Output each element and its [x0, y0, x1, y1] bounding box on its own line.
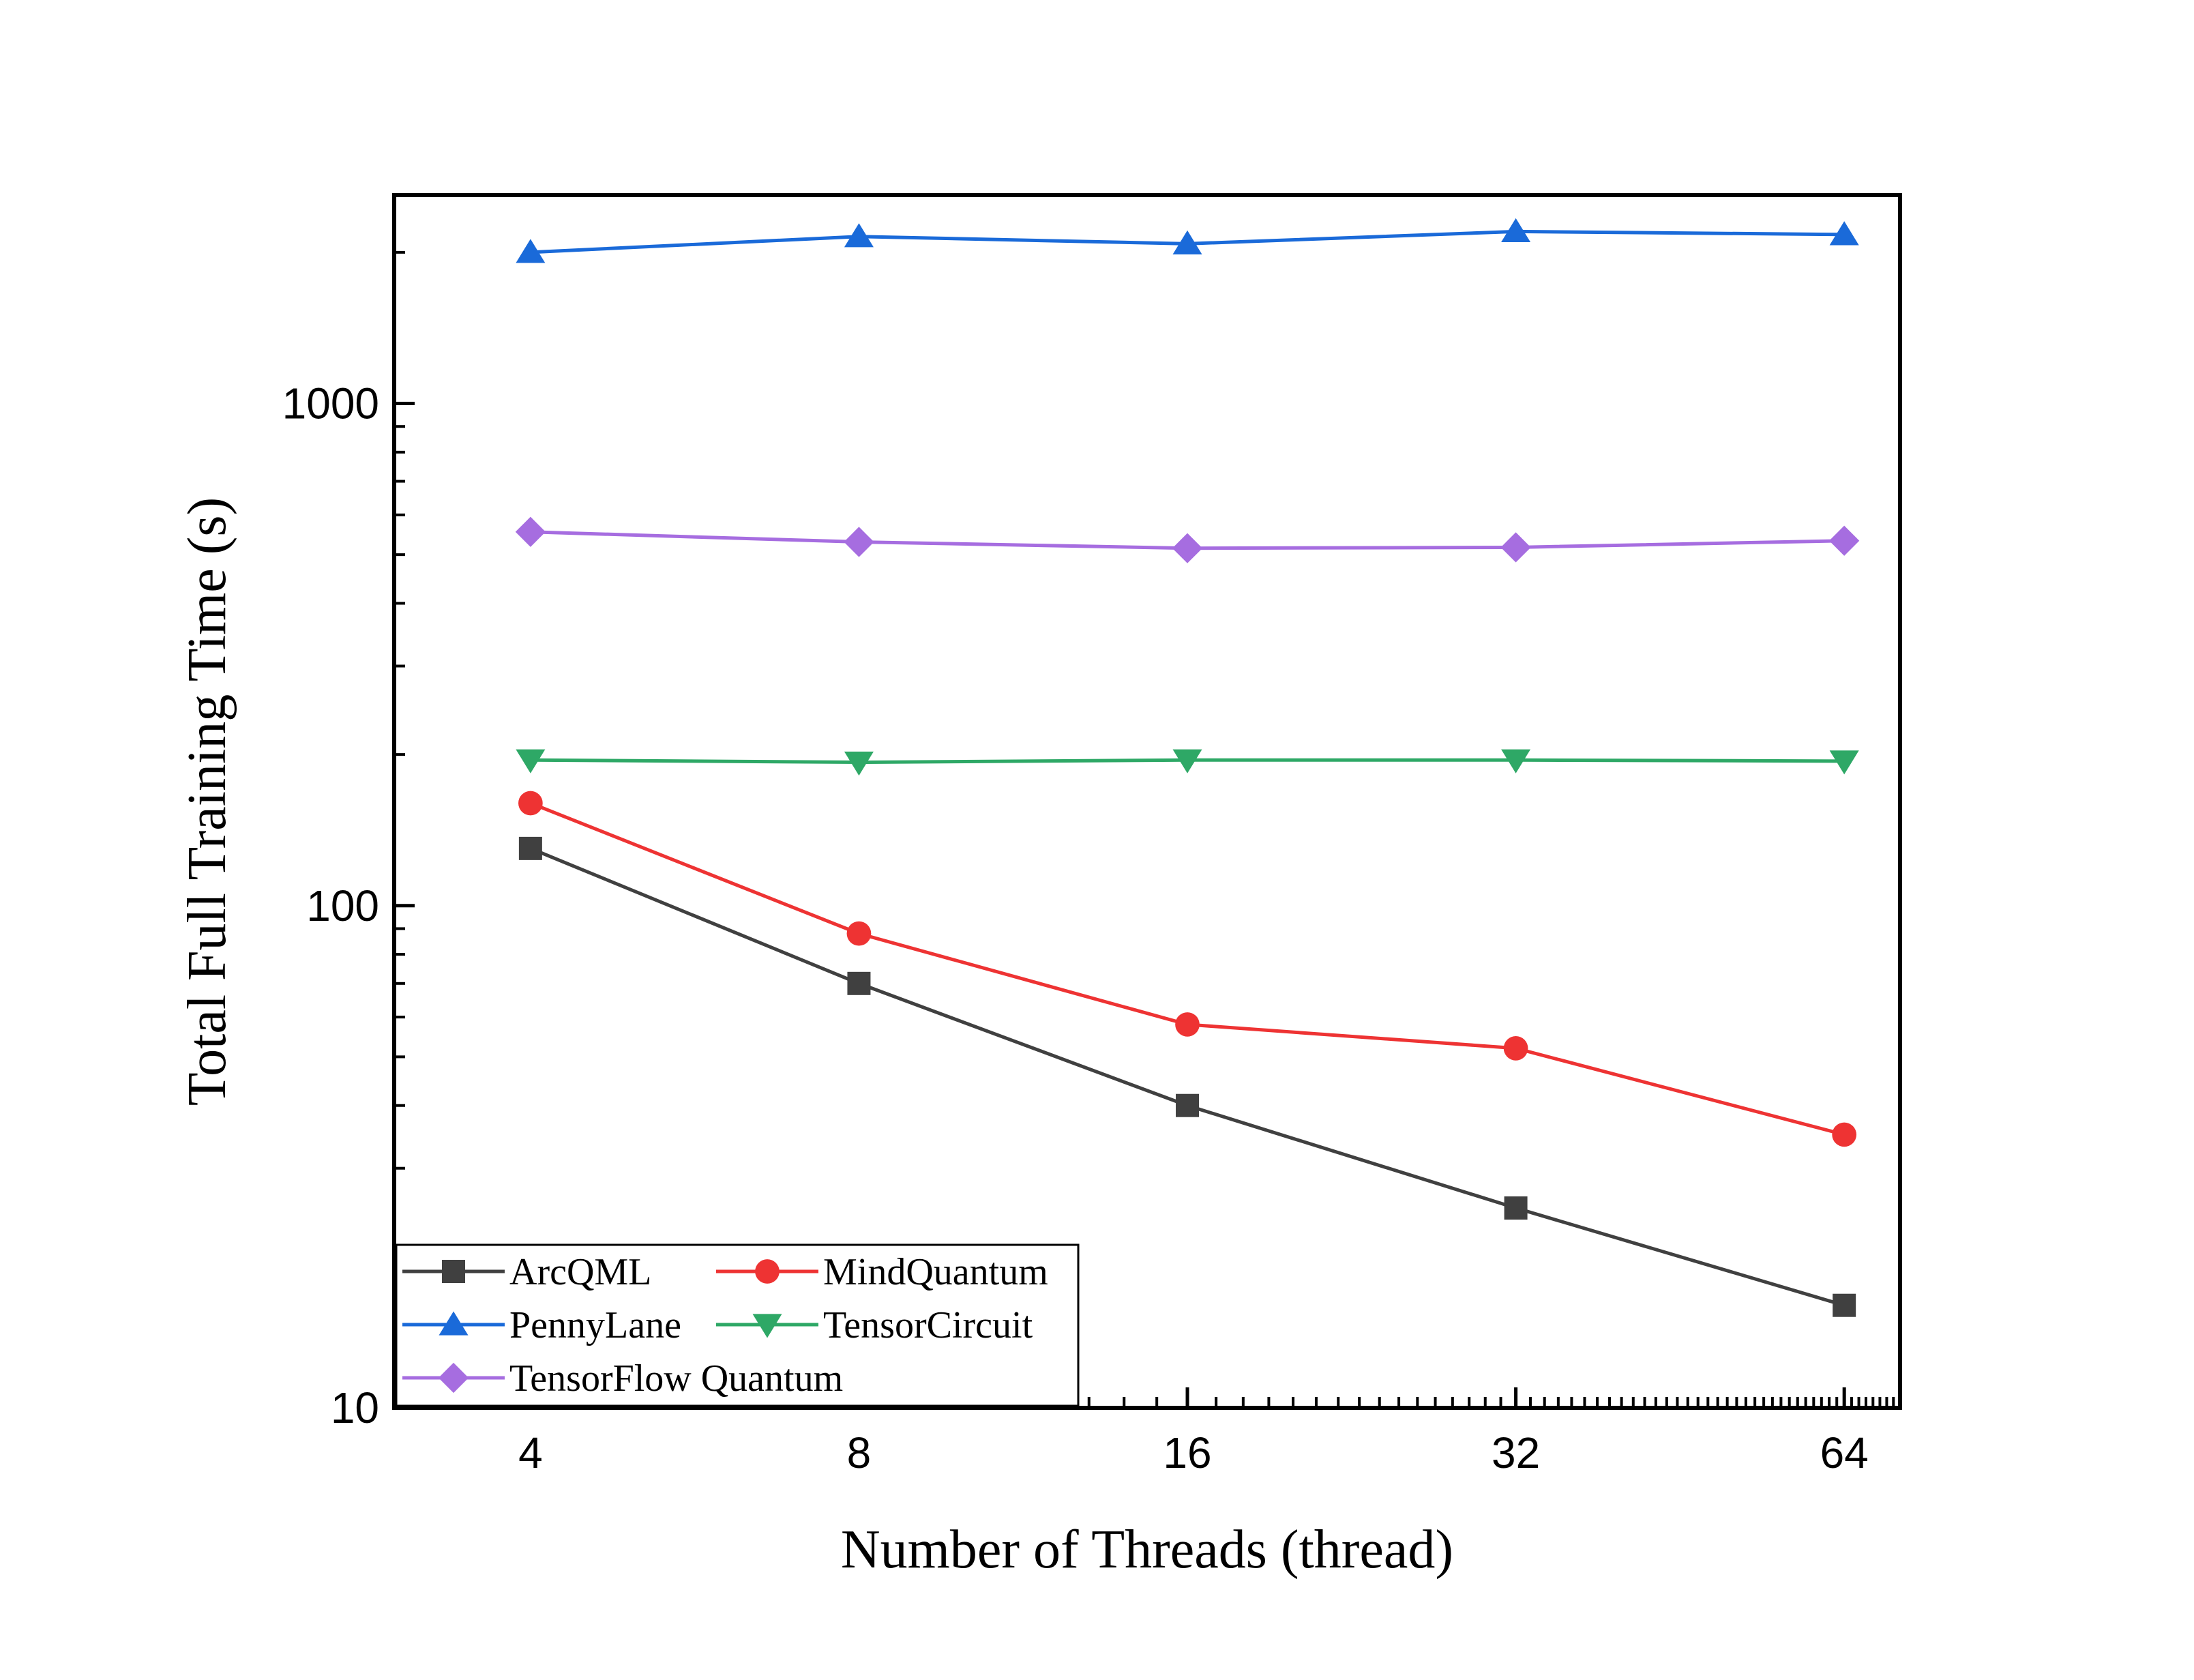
legend-label-arcqml: ArcQML [509, 1251, 651, 1293]
x-tick-label: 16 [1163, 1428, 1211, 1477]
pennylane-point [1829, 221, 1859, 246]
tensorcircuit-point [844, 751, 874, 776]
mindquantum-point [846, 921, 872, 946]
x-tick-label: 8 [847, 1428, 872, 1477]
tensorcircuit-point [1172, 749, 1202, 773]
legend-marker-arcqml [442, 1260, 465, 1283]
tensorcircuit-point [1501, 749, 1531, 773]
x-axis-title: Number of Threads (thread) [841, 1520, 1453, 1580]
mindquantum-point [518, 791, 543, 816]
y-major-ticks: 10 100 1000 [282, 379, 415, 1432]
arcqml-point [847, 971, 871, 995]
legend-marker-tensorflow-quantum [438, 1362, 469, 1394]
mindquantum-point [1503, 1035, 1528, 1061]
y-tick-label: 100 [306, 881, 379, 930]
legend-marker-pennylane [439, 1311, 469, 1336]
y-axis-title: Total Full Training Time (s) [177, 497, 237, 1106]
pennylane-point [516, 239, 546, 263]
arcqml-point [518, 836, 542, 860]
x-tick-label: 64 [1820, 1428, 1869, 1477]
tensorflow-quantum-point [1829, 525, 1860, 556]
pennylane-point [1501, 218, 1531, 243]
x-tick-label: 32 [1492, 1428, 1540, 1477]
series-markers [515, 218, 1860, 1317]
pennylane-point [844, 223, 874, 248]
y-tick-label: 1000 [282, 379, 379, 428]
tensorflow-quantum-point [515, 516, 546, 547]
legend-label-tensorcircuit: TensorCircuit [823, 1304, 1033, 1346]
tensorflow-quantum-point [1500, 532, 1531, 563]
arcqml-point [1176, 1093, 1200, 1117]
x-tick-label: 4 [518, 1428, 543, 1477]
arcqml-point [1504, 1196, 1528, 1220]
legend-marker-mindquantum [755, 1259, 780, 1284]
tensorflow-quantum-point [1172, 533, 1203, 563]
plot-frame [392, 193, 1902, 1410]
y-tick-label: 10 [331, 1383, 379, 1432]
tensorflow-quantum-point [844, 527, 874, 557]
mindquantum-point [1175, 1012, 1200, 1037]
x-ticks: 4 8 16 32 64 [518, 1387, 1895, 1477]
tensorcircuit-point [516, 749, 546, 773]
pennylane-point [1172, 230, 1202, 254]
legend-marker-tensorcircuit [752, 1314, 782, 1338]
legend-label-tensorflow-quantum: TensorFlow Quantum [509, 1357, 843, 1400]
arcqml-point [1833, 1293, 1856, 1317]
legend-label-pennylane: PennyLane [509, 1304, 681, 1346]
legend-label-mindquantum: MindQuantum [823, 1251, 1048, 1293]
mindquantum-point [1832, 1122, 1857, 1147]
legend: ArcQML MindQuantum PennyLane TensorCircuit T… [395, 1243, 1080, 1407]
tensorcircuit-point [1829, 750, 1859, 775]
